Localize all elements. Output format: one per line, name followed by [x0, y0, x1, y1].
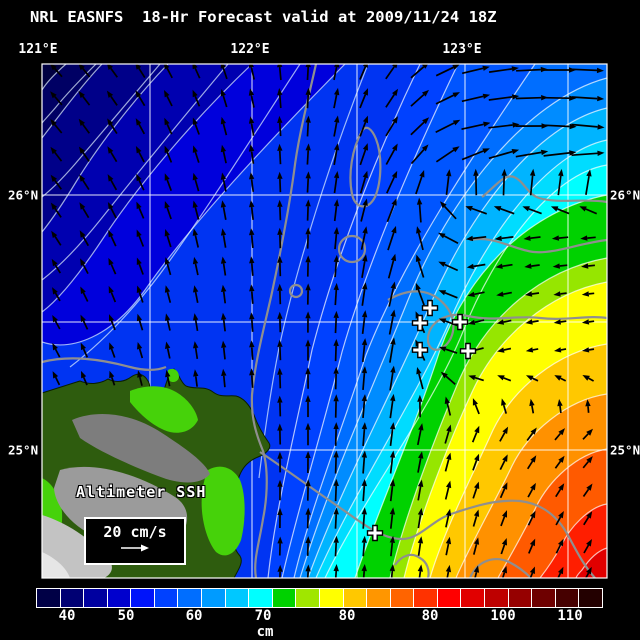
- colorbar-unit: cm: [256, 624, 274, 640]
- colorbar-cell: [508, 589, 533, 607]
- colorbar-tick: 80: [338, 608, 356, 624]
- colorbar-cell: [367, 589, 391, 607]
- colorbar-cell: [555, 589, 580, 607]
- altimeter-ssh-label: Altimeter SSH: [76, 483, 207, 501]
- colorbar-tick: 50: [117, 608, 135, 624]
- colorbar-cell: [154, 589, 179, 607]
- colorbar-cell: [484, 589, 509, 607]
- colorbar-tick: 100: [490, 608, 516, 624]
- colorbar-cell: [60, 589, 85, 607]
- vector-scale-value: 20 cm/s: [103, 523, 167, 541]
- altimeter-ssh-contours: [42, 64, 607, 578]
- lat-label-left: 25°N: [8, 442, 39, 458]
- colorbar-cell: [225, 589, 250, 607]
- colorbar-cell: [249, 589, 273, 607]
- colorbar-cell: [461, 589, 485, 607]
- altimeter-marker: [459, 342, 477, 360]
- altimeter-crossover-markers: [366, 299, 477, 542]
- lon-label: 122°E: [230, 42, 270, 57]
- lon-label: 123°E: [442, 42, 482, 57]
- altimeter-marker: [411, 314, 429, 332]
- colorbar-tick: 40: [58, 608, 76, 624]
- altimeter-marker: [411, 341, 429, 359]
- scale-arrow-icon: [121, 544, 149, 552]
- colorbar-cell: [414, 589, 438, 607]
- colorbar-cell: [579, 589, 602, 607]
- vector-scale-legend: 20 cm/s: [84, 517, 186, 565]
- lat-label-left: 26°N: [8, 187, 39, 203]
- altimeter-marker: [451, 313, 469, 331]
- colorbar-tick: 80: [421, 608, 439, 624]
- colorbar-cell: [390, 589, 415, 607]
- colorbar-tick: 110: [557, 608, 583, 624]
- colorbar-cell: [319, 589, 344, 607]
- lat-label-right: 26°N: [610, 187, 640, 203]
- current-vector-arrows: [50, 64, 605, 578]
- page-title: NRL EASNFS 18-Hr Forecast valid at 2009/…: [30, 8, 497, 26]
- colorbar-cell: [272, 589, 297, 607]
- colorbar-cell: [202, 589, 226, 607]
- colorbar-cell: [343, 589, 368, 607]
- colorbar-cell: [37, 589, 61, 607]
- lat-label-right: 25°N: [610, 442, 640, 458]
- colorbar-cell: [131, 589, 155, 607]
- ssh-colorbar: [36, 588, 603, 608]
- altimeter-marker: [421, 299, 439, 317]
- colorbar-cell: [84, 589, 108, 607]
- colorbar-tick: 60: [185, 608, 203, 624]
- colorbar-tick: 70: [254, 608, 272, 624]
- map-frame: [41, 63, 608, 579]
- lon-label: 121°E: [18, 42, 58, 57]
- colorbar-cell: [107, 589, 132, 607]
- colorbar-cell: [178, 589, 203, 607]
- altimeter-marker: [366, 524, 384, 542]
- colorbar-cell: [532, 589, 556, 607]
- colorbar-cell: [437, 589, 462, 607]
- colorbar-cell: [296, 589, 320, 607]
